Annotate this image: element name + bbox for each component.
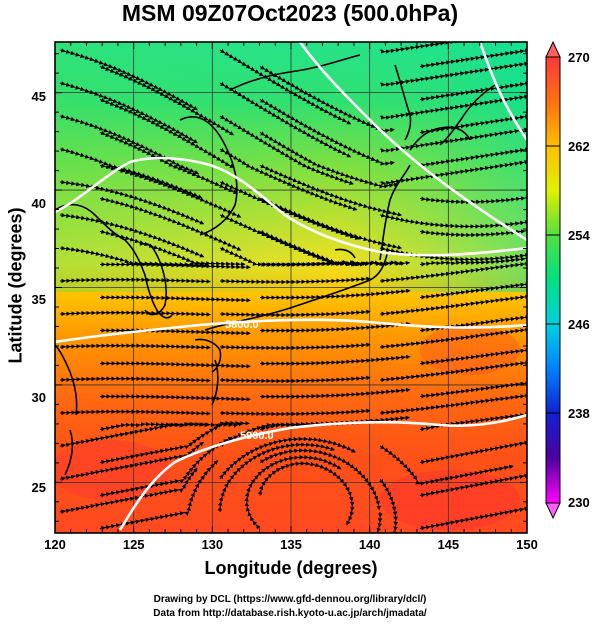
- streamline: [259, 321, 411, 333]
- streamline: [259, 387, 411, 399]
- y-tick-label: 40: [32, 196, 46, 211]
- streamline: [219, 375, 371, 384]
- x-axis-label: Longitude (degrees): [204, 558, 378, 578]
- streamline: [379, 61, 527, 87]
- streamline: [244, 454, 342, 530]
- height-contours: [55, 42, 527, 531]
- colorbar-tick-label: 254: [568, 228, 590, 243]
- streamline: [379, 261, 527, 284]
- y-tick-label: 35: [32, 292, 46, 307]
- colorbar-tick-label: 238: [568, 406, 590, 421]
- streamline: [259, 354, 411, 366]
- contour-label-5800: 5800.0: [225, 319, 259, 331]
- streamline: [59, 343, 211, 350]
- streamline: [59, 310, 211, 317]
- streamline: [99, 328, 251, 336]
- streamline: [419, 506, 527, 531]
- streamline: [379, 127, 527, 153]
- plot-area: [55, 42, 527, 533]
- y-tick-label: 45: [32, 89, 46, 104]
- streamline: [419, 473, 527, 498]
- axis-ticks: [54, 42, 528, 533]
- colorbar-tick-label: 262: [568, 139, 590, 154]
- streamline: [217, 442, 336, 513]
- streamline: [379, 294, 527, 317]
- colorbar-tick-label: 230: [568, 495, 590, 510]
- colorbar-max-arrow: [545, 40, 561, 58]
- chart-title: MSM 09Z07Oct2023 (500.0hPa): [121, 0, 459, 26]
- x-tick-label: 130: [201, 537, 223, 552]
- streamline: [379, 478, 399, 533]
- streamline: [219, 408, 371, 417]
- x-tick-label: 140: [359, 537, 381, 552]
- streamline: [419, 228, 527, 238]
- streamline: [219, 342, 371, 351]
- streamline: [379, 393, 527, 416]
- x-tick-label: 135: [280, 537, 302, 552]
- streamline: [419, 440, 527, 465]
- x-tick-label: 125: [123, 537, 145, 552]
- colorbar-min-arrow: [545, 502, 561, 520]
- x-tick-label: 120: [44, 537, 66, 552]
- colorbar: 270 262 254 246 238 230: [545, 40, 590, 520]
- colorbar-tick-label: 270: [568, 50, 590, 65]
- streamline: [99, 361, 251, 369]
- colorbar-body: [545, 56, 561, 504]
- streamline: [99, 262, 251, 270]
- credit-data-source: Data from http://database.rish.kyoto-u.a…: [153, 608, 427, 619]
- y-tick-label: 30: [32, 390, 46, 405]
- streamline: [379, 42, 485, 54]
- streamline: [219, 309, 371, 318]
- contour-label-5900: 5900.0: [240, 430, 274, 442]
- streamline: [99, 394, 251, 402]
- streamline: [259, 288, 411, 300]
- y-tick-labels: 25 30 35 40 45: [32, 89, 46, 495]
- streamline: [379, 327, 527, 350]
- y-tick-label: 25: [32, 480, 46, 495]
- streamline: [379, 159, 527, 186]
- streamline: [379, 360, 527, 383]
- credit-drawing: Drawing by DCL (https://www.gfd-dennou.o…: [153, 594, 427, 605]
- x-tick-label: 150: [516, 537, 538, 552]
- streamline: [59, 409, 211, 416]
- streamline: [59, 277, 211, 284]
- x-tick-label: 145: [437, 537, 459, 552]
- streamline: [419, 195, 527, 205]
- streamline: [59, 376, 211, 383]
- colorbar-tick-label: 246: [568, 317, 590, 332]
- y-axis-label: Latitude (degrees): [5, 207, 26, 364]
- streamline: [219, 276, 371, 285]
- streamline: [99, 295, 251, 303]
- x-tick-labels: 120 125 130 135 140 145 150: [44, 537, 538, 552]
